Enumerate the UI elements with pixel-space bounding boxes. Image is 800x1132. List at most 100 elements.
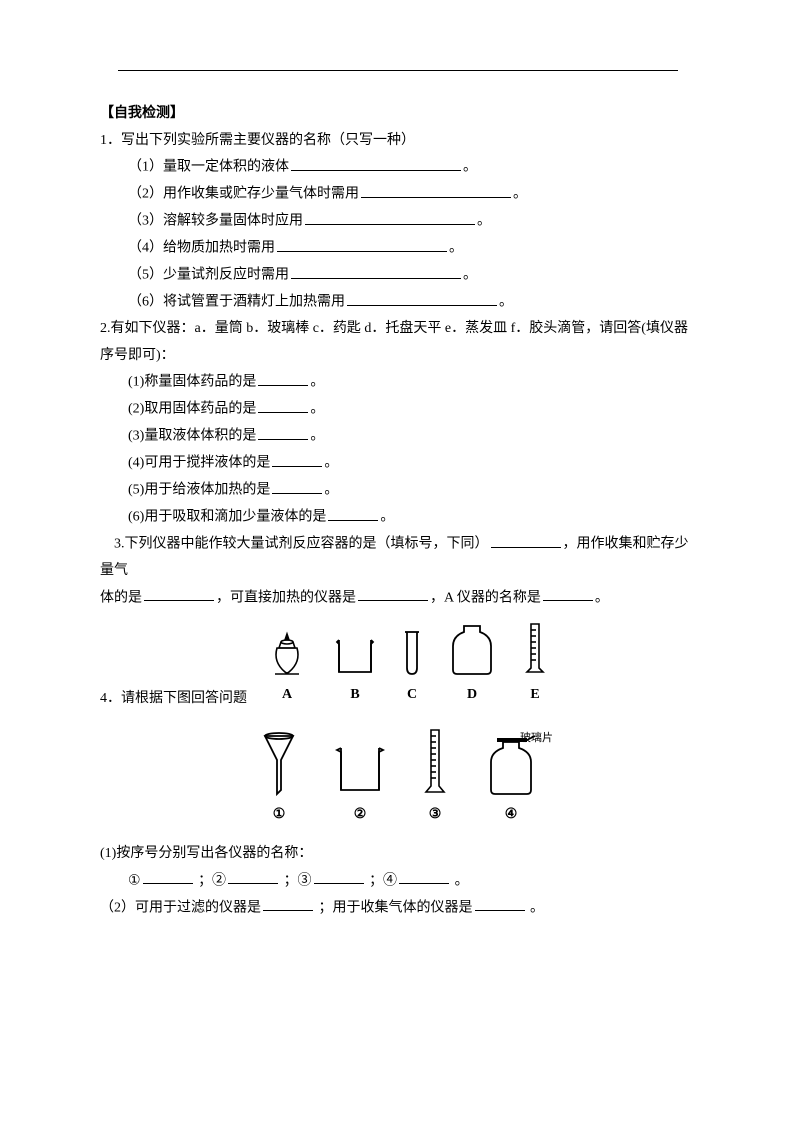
blank bbox=[491, 531, 561, 547]
q3-line2-c: ，A 仪器的名称是 bbox=[430, 590, 541, 605]
top-rule bbox=[118, 70, 678, 71]
fig-beaker-2: ② bbox=[333, 740, 387, 829]
fig-label-d: D bbox=[467, 682, 477, 709]
blank bbox=[291, 154, 461, 170]
beaker-icon bbox=[333, 634, 377, 678]
beaker-icon bbox=[333, 740, 387, 798]
q3-line2-a: 体的是 bbox=[100, 590, 142, 605]
alcohol-lamp-icon bbox=[267, 630, 307, 678]
fig-label-b: B bbox=[350, 682, 359, 709]
worksheet-page: 【自我检测】 1．写出下列实验所需主要仪器的名称（只写一种） （1）量取一定体积… bbox=[0, 0, 800, 1132]
blank bbox=[258, 423, 308, 439]
blank bbox=[144, 585, 214, 601]
blank bbox=[543, 585, 593, 601]
blank bbox=[305, 208, 475, 224]
q2-item-4: (4)可用于搅拌液体的是 。 bbox=[100, 450, 700, 477]
q1-item-1-text: （1）量取一定体积的液体 bbox=[128, 160, 289, 175]
q4-sub2: （2）可用于过滤的仪器是 ；用于收集气体的仪器是 。 bbox=[100, 895, 700, 922]
q4-figures: ① ② bbox=[100, 726, 700, 829]
fig-funnel: ① bbox=[261, 730, 297, 829]
blank bbox=[258, 396, 308, 412]
q4-sub1: (1)按序号分别写出各仪器的名称： bbox=[100, 841, 700, 868]
fig-gas-bottle-2: 玻璃片 ④ bbox=[483, 732, 539, 829]
q1-item-5-text: （5）少量试剂反应时需用 bbox=[128, 268, 289, 283]
period: 。 bbox=[310, 402, 324, 417]
period: 。 bbox=[380, 510, 394, 525]
q2-item-6: (6)用于吸取和滴加少量液体的是 。 bbox=[100, 504, 700, 531]
q2-item-2: (2)取用固体药品的是 。 bbox=[100, 396, 700, 423]
q2-item-2-text: (2)取用固体药品的是 bbox=[128, 402, 256, 417]
q2-item-3: (3)量取液体体积的是。 bbox=[100, 423, 700, 450]
period: 。 bbox=[477, 214, 491, 229]
q4-sub2-a: （2）可用于过滤的仪器是 bbox=[100, 900, 261, 915]
period: 。 bbox=[463, 160, 477, 175]
fig-test-tube: C bbox=[403, 628, 421, 709]
q1-item-4-text: （4）给物质加热时需用 bbox=[128, 241, 275, 256]
period: 。 bbox=[513, 187, 527, 202]
q4-sub1-i1: ① bbox=[128, 873, 141, 888]
blank bbox=[143, 868, 193, 884]
q1-item-1: （1）量取一定体积的液体 。 bbox=[100, 154, 700, 181]
q2-stem-a: 2.有如下仪器：a．量筒 b．玻璃棒 c．药匙 d．托盘天平 e．蒸发皿 f．胶… bbox=[100, 316, 700, 343]
q1-item-6-text: （6）将试管置于酒精灯上加热需用 bbox=[128, 295, 345, 310]
q3-line2-d: 。 bbox=[595, 590, 609, 605]
fig-alcohol-lamp: A bbox=[267, 630, 307, 709]
q4-sub1-i4: ；④ bbox=[369, 873, 397, 888]
q4-sub2-b: ；用于收集气体的仪器是 bbox=[319, 900, 473, 915]
test-tube-icon bbox=[403, 628, 421, 678]
period: 。 bbox=[324, 483, 338, 498]
q1-item-4: （4）给物质加热时需用 。 bbox=[100, 235, 700, 262]
blank bbox=[399, 868, 449, 884]
blank bbox=[263, 895, 313, 911]
graduated-cylinder-icon bbox=[423, 726, 447, 798]
fig-gas-bottle: D bbox=[447, 622, 497, 709]
q4-sub1-items: ① ；② ；③ ；④ 。 bbox=[100, 868, 700, 895]
q3-figure-and-q4-stem: 4．请根据下图回答问题 A bbox=[100, 612, 700, 713]
fig-label-2: ② bbox=[354, 802, 367, 829]
blank bbox=[272, 450, 322, 466]
q2-item-4-text: (4)可用于搅拌液体的是 bbox=[128, 456, 270, 471]
blank bbox=[328, 504, 378, 520]
blank bbox=[475, 895, 525, 911]
fig-graduated-cylinder-2: ③ bbox=[423, 726, 447, 829]
glass-slide-label: 玻璃片 bbox=[520, 728, 553, 749]
q3-line2-b: ，可直接加热的仪器是 bbox=[216, 590, 356, 605]
q1-item-6: （6）将试管置于酒精灯上加热需用。 bbox=[100, 289, 700, 316]
q2-item-6-text: (6)用于吸取和滴加少量液体的是 bbox=[128, 510, 326, 525]
fig-beaker: B bbox=[333, 634, 377, 709]
q4-sub1-i3: ；③ bbox=[284, 873, 312, 888]
section-title: 【自我检测】 bbox=[100, 101, 700, 128]
period: 。 bbox=[463, 268, 477, 283]
period: 。 bbox=[449, 241, 463, 256]
blank bbox=[258, 369, 308, 385]
fig-label-4: ④ bbox=[505, 802, 518, 829]
blank bbox=[347, 289, 497, 305]
blank bbox=[277, 235, 447, 251]
fig-graduated-cylinder: E bbox=[523, 620, 547, 709]
q4-sub1-i2: ；② bbox=[198, 873, 226, 888]
q1-item-2-text: （2）用作收集或贮存少量气体时需用 bbox=[128, 187, 359, 202]
q2-item-5: (5)用于给液体加热的是 。 bbox=[100, 477, 700, 504]
blank bbox=[291, 262, 461, 278]
q2-item-5-text: (5)用于给液体加热的是 bbox=[128, 483, 270, 498]
period: 。 bbox=[324, 456, 338, 471]
q1-item-2: （2）用作收集或贮存少量气体时需用 。 bbox=[100, 181, 700, 208]
fig-label-3: ③ bbox=[429, 802, 442, 829]
q4-sub2-c: 。 bbox=[530, 900, 544, 915]
funnel-icon bbox=[261, 730, 297, 798]
q4-sub1-end: 。 bbox=[455, 873, 469, 888]
q2-item-3-text: (3)量取液体体积的是 bbox=[128, 429, 256, 444]
blank bbox=[272, 477, 322, 493]
blank bbox=[361, 181, 511, 197]
q2-stem-b: 序号即可)： bbox=[100, 343, 700, 370]
gas-bottle-icon bbox=[447, 622, 497, 678]
q4-stem: 4．请根据下图回答问题 bbox=[100, 686, 247, 713]
fig-label-1: ① bbox=[273, 802, 286, 829]
q2-item-1-text: (1)称量固体药品的是 bbox=[128, 375, 256, 390]
fig-label-e: E bbox=[530, 682, 539, 709]
blank bbox=[314, 868, 364, 884]
q3-figures: A B bbox=[267, 620, 547, 709]
blank bbox=[228, 868, 278, 884]
q3-line1: 3.下列仪器中能作较大量试剂反应容器的是（填标号，下同），用作收集和贮存少量气 bbox=[100, 531, 700, 585]
q1-stem: 1．写出下列实验所需主要仪器的名称（只写一种） bbox=[100, 128, 700, 155]
